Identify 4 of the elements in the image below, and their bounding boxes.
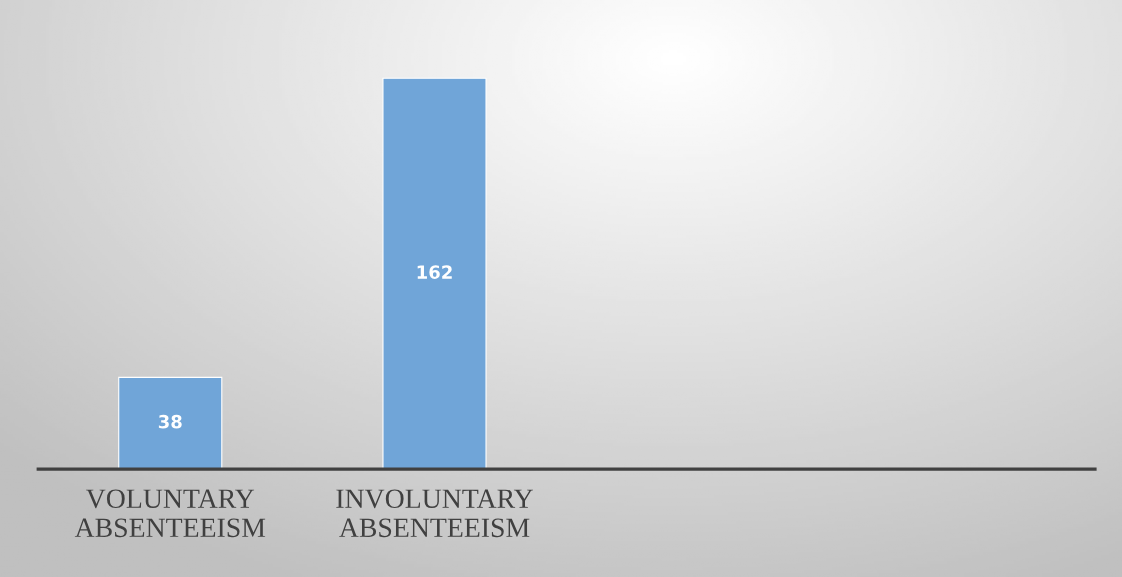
- data-label: 38: [158, 414, 182, 429]
- data-label: 162: [417, 265, 452, 279]
- x-tick-label: INVOLUNTARY ABSENTEEISM: [336, 489, 533, 538]
- x-tick-label: VOLUNTARY ABSENTEEISM: [74, 489, 266, 538]
